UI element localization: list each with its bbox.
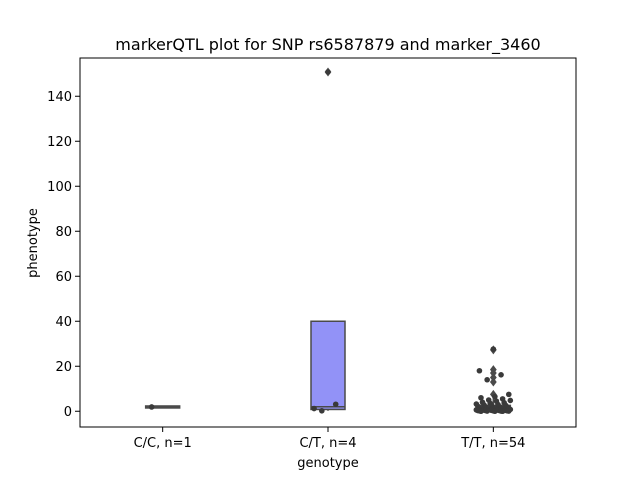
data-point xyxy=(505,391,512,398)
data-point xyxy=(499,408,506,415)
data-point xyxy=(505,408,512,414)
data-point xyxy=(492,408,498,415)
y-tick-label: 0 xyxy=(64,405,72,420)
data-point xyxy=(484,408,490,414)
data-point xyxy=(507,397,514,404)
y-axis-title: phenotype xyxy=(26,208,41,278)
data-point xyxy=(490,346,497,352)
data-point xyxy=(492,393,498,400)
data-point xyxy=(332,401,339,408)
data-point xyxy=(478,408,484,415)
y-tick-label: 100 xyxy=(47,180,72,195)
x-tick-label: C/C, n=1 xyxy=(134,436,192,451)
data-point xyxy=(148,404,155,410)
data-point xyxy=(325,69,331,75)
y-tick-label: 140 xyxy=(47,90,72,105)
data-point xyxy=(319,408,325,414)
plot-area: 0 20 40 60 80 100 120 140 C/C, n=1 C/T, n=4 T/T, n… xyxy=(47,57,577,451)
data-point xyxy=(478,394,484,401)
data-point xyxy=(484,376,490,383)
y-tick-label: 20 xyxy=(55,360,72,375)
y-tick-label: 120 xyxy=(47,135,72,150)
data-point xyxy=(476,367,483,374)
y-tick-label: 60 xyxy=(55,270,72,285)
data-point xyxy=(498,372,504,378)
y-tick-label: 80 xyxy=(55,225,72,240)
data-point xyxy=(311,405,317,412)
y-tick-label: 40 xyxy=(55,315,72,330)
x-axis-title: genotype xyxy=(297,456,358,471)
x-tick-label: T/T, n=54 xyxy=(460,436,525,451)
x-tick-label: C/T, n=4 xyxy=(299,436,356,451)
outlier-marker xyxy=(489,365,497,375)
chart-title: markerQTL plot for SNP rs6587879 and mar… xyxy=(115,35,540,55)
box xyxy=(310,320,346,411)
